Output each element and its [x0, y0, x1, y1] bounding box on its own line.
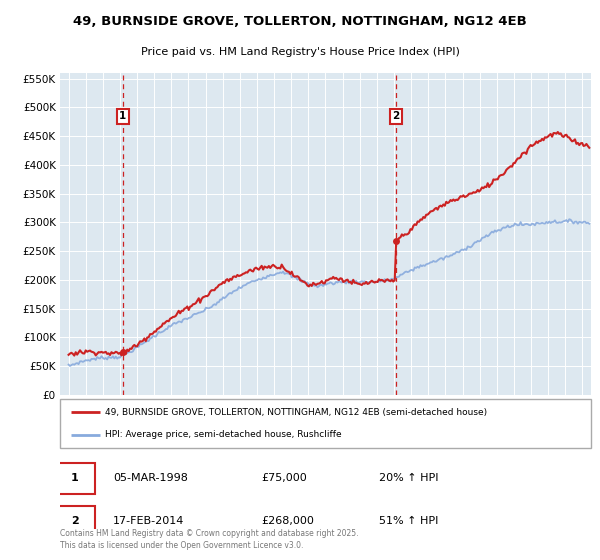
Text: 2: 2	[392, 111, 400, 122]
Text: 1: 1	[119, 111, 127, 122]
Text: 49, BURNSIDE GROVE, TOLLERTON, NOTTINGHAM, NG12 4EB (semi-detached house): 49, BURNSIDE GROVE, TOLLERTON, NOTTINGHA…	[105, 408, 487, 417]
Text: 2: 2	[71, 516, 79, 526]
Text: 20% ↑ HPI: 20% ↑ HPI	[379, 473, 438, 483]
Text: Contains HM Land Registry data © Crown copyright and database right 2025.
This d: Contains HM Land Registry data © Crown c…	[60, 529, 359, 550]
Text: HPI: Average price, semi-detached house, Rushcliffe: HPI: Average price, semi-detached house,…	[105, 430, 342, 439]
FancyBboxPatch shape	[55, 506, 95, 537]
Text: £75,000: £75,000	[262, 473, 308, 483]
Text: £268,000: £268,000	[262, 516, 314, 526]
FancyBboxPatch shape	[55, 463, 95, 494]
FancyBboxPatch shape	[60, 399, 591, 448]
Text: 1: 1	[71, 473, 79, 483]
Text: 51% ↑ HPI: 51% ↑ HPI	[379, 516, 438, 526]
Text: 17-FEB-2014: 17-FEB-2014	[113, 516, 184, 526]
Text: 49, BURNSIDE GROVE, TOLLERTON, NOTTINGHAM, NG12 4EB: 49, BURNSIDE GROVE, TOLLERTON, NOTTINGHA…	[73, 15, 527, 27]
Text: Price paid vs. HM Land Registry's House Price Index (HPI): Price paid vs. HM Land Registry's House …	[140, 48, 460, 57]
Text: 05-MAR-1998: 05-MAR-1998	[113, 473, 188, 483]
